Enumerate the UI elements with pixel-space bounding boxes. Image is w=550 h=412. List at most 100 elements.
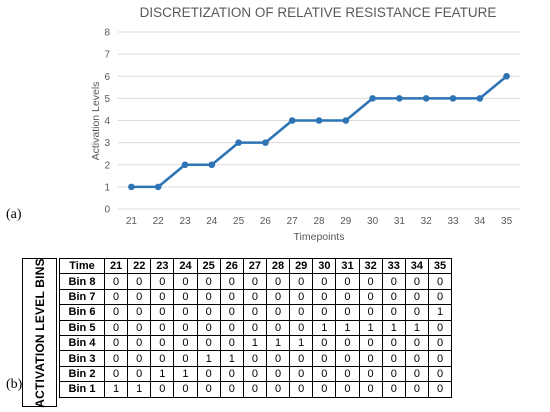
table-cell: 0 [150, 288, 175, 306]
header-timepoint: 27 [242, 257, 267, 275]
table-cell: 0 [427, 319, 453, 336]
x-tick-label: 24 [206, 216, 218, 227]
table-cell: 0 [335, 381, 360, 398]
x-axis-label: Timepoints [294, 231, 345, 243]
table-cell: 0 [358, 288, 383, 306]
table-cell: 0 [381, 288, 406, 306]
table-cell: 0 [127, 365, 152, 383]
row-label: Bin 2 [59, 365, 105, 383]
table-cell: 0 [219, 381, 244, 398]
row-label: Bin 3 [59, 350, 105, 367]
table-cell: 0 [219, 304, 244, 321]
table-cell: 0 [219, 365, 244, 383]
x-tick-label: 32 [421, 216, 433, 227]
table-cell: 1 [427, 304, 453, 321]
table-cell: 0 [265, 319, 291, 336]
table-cell: 0 [150, 334, 175, 352]
table-cell: 1 [196, 350, 221, 367]
table-cell: 0 [312, 273, 337, 290]
table-cell: 1 [289, 334, 314, 352]
table-cell: 0 [242, 319, 267, 336]
row-label: Bin 5 [59, 319, 105, 336]
table-cell: 0 [173, 273, 198, 290]
table-cell: 0 [312, 381, 337, 398]
table-header-row: Time 21 22 23 24 25 26 27 28 29 30 31 32 33 34 35 [59, 257, 453, 275]
table-cell: 0 [312, 334, 337, 352]
table-cell: 0 [173, 304, 198, 321]
data-point [262, 139, 269, 146]
table-cell: 1 [173, 365, 198, 383]
x-tick-labels: 21 22 23 24 25 26 27 28 29 30 31 32 33 34 35 [126, 216, 513, 227]
y-tick-label: 1 [104, 182, 110, 193]
panel-label-a: (a) [6, 207, 22, 222]
header-time: Time [59, 257, 105, 275]
table-cell: 0 [312, 288, 337, 306]
header-timepoint: 30 [312, 257, 337, 275]
data-point [369, 95, 376, 102]
table-cell: 1 [150, 365, 175, 383]
table-cell: 0 [127, 304, 152, 321]
row-label: Bin 7 [59, 288, 105, 306]
table-cell: 0 [196, 381, 221, 398]
table-cell: 0 [150, 273, 175, 290]
activation-level-bins-label: ACTIVATION LEVEL BINS [22, 258, 57, 407]
x-tick-label: 34 [474, 216, 486, 227]
data-series [128, 72, 510, 191]
table-cell: 0 [381, 381, 406, 398]
table-cell: 0 [103, 334, 129, 352]
table-cell: 0 [265, 365, 291, 383]
table-cell: 0 [404, 304, 429, 321]
data-point [396, 95, 403, 102]
table-cell: 0 [404, 288, 429, 306]
table-cell: 0 [427, 381, 453, 398]
x-tick-label: 21 [126, 216, 138, 227]
table-cell: 0 [335, 288, 360, 306]
table-cell: 0 [404, 350, 429, 367]
y-tick-label: 2 [104, 160, 110, 171]
table-cell: 0 [196, 319, 221, 336]
table-cell: 0 [289, 350, 314, 367]
y-tick-label: 0 [104, 205, 110, 216]
table-cell: 0 [150, 381, 175, 398]
table-cell: 0 [358, 334, 383, 352]
table-cell: 0 [173, 288, 198, 306]
table-cell: 0 [103, 365, 129, 383]
y-tick-label: 4 [104, 116, 110, 127]
table-cell: 1 [312, 319, 337, 336]
header-timepoint: 32 [358, 257, 383, 275]
y-tick-label: 6 [104, 72, 110, 83]
table-cell: 0 [312, 350, 337, 367]
table-cell: 0 [242, 350, 267, 367]
table-cell: 0 [219, 334, 244, 352]
header-timepoint: 28 [265, 257, 291, 275]
table-cell: 0 [103, 288, 129, 306]
table-cell: 0 [242, 304, 267, 321]
y-tick-label: 8 [104, 28, 110, 39]
data-point [235, 139, 242, 146]
table-cell: 0 [196, 365, 221, 383]
table-cell: 0 [381, 365, 406, 383]
series-line [131, 75, 508, 189]
table-cell: 0 [196, 273, 221, 290]
table-cell: 0 [265, 304, 291, 321]
table-cell: 0 [358, 350, 383, 367]
header-timepoint: 25 [196, 257, 221, 275]
data-point [154, 183, 162, 191]
x-tick-label: 33 [447, 216, 459, 227]
table-cell: 0 [335, 334, 360, 352]
table-cell: 0 [427, 288, 453, 306]
table-cell: 0 [173, 334, 198, 352]
data-point [503, 72, 510, 80]
table-cell: 0 [289, 304, 314, 321]
row-label: Bin 6 [59, 304, 105, 321]
panel-label-b: (b) [6, 377, 23, 392]
header-timepoint: 23 [150, 257, 175, 275]
table-cell: 1 [358, 319, 383, 336]
table-cell: 0 [127, 288, 152, 306]
table-cell: 0 [150, 304, 175, 321]
header-timepoint: 35 [427, 257, 453, 275]
table-cell: 0 [427, 334, 453, 352]
